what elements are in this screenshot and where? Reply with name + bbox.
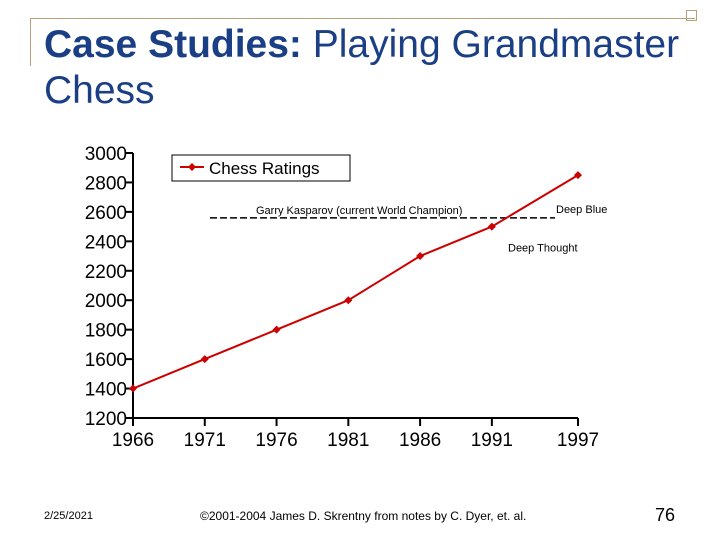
y-tick-label: 1600 [85, 350, 127, 371]
annotations-group: Deep Blue Deep Thought [508, 204, 607, 254]
data-point [129, 384, 137, 393]
footer-copyright: ©2001-2004 James D. Skrentny from notes … [200, 509, 527, 523]
slide-title-bold: Case Studies: [44, 23, 302, 66]
x-tick-label: 1997 [557, 430, 599, 451]
chart-axes: 3000 2800 2600 2400 2200 2000 1800 1600 1400 1200… [85, 144, 599, 451]
y-tick-label: 2800 [85, 173, 127, 194]
annotation-deep-blue: Deep Blue [556, 204, 607, 216]
annotation-deep-thought: Deep Thought [508, 242, 578, 254]
x-tick-label: 1966 [112, 430, 154, 451]
slide-title-rest: Playing Grandmaster Chess [44, 23, 680, 112]
y-tick-label: 1400 [85, 380, 127, 401]
footer-date: 2/25/2021 [44, 510, 93, 522]
y-tick-label: 2200 [85, 262, 127, 283]
y-tick-label: 1800 [85, 321, 127, 342]
slide-title: Case Studies: Playing Grandmaster Chess [44, 22, 704, 114]
corner-square [686, 10, 697, 21]
y-tick-label: 1200 [85, 409, 127, 430]
x-tick-label: 1976 [255, 430, 297, 451]
y-tick-label: 2600 [85, 203, 127, 224]
y-tick-label: 3000 [85, 144, 127, 165]
data-point [574, 171, 582, 180]
y-tick-label: 2400 [85, 232, 127, 253]
reference-line-label: Garry Kasparov (current World Champion) [256, 205, 462, 217]
legend-swatch-marker [188, 163, 196, 171]
title-rule-left [30, 18, 31, 66]
data-point [200, 355, 209, 364]
x-tick-label: 1991 [471, 430, 513, 451]
data-point [416, 252, 425, 261]
x-tick-label: 1981 [327, 430, 369, 451]
data-point [487, 222, 496, 231]
reference-line-group: Garry Kasparov (current World Champion) [210, 205, 555, 219]
series-group [129, 171, 582, 393]
data-point [344, 296, 353, 305]
legend: Chess Ratings [171, 154, 351, 182]
x-tick-label: 1971 [184, 430, 226, 451]
y-tick-label: 2000 [85, 291, 127, 312]
data-point [272, 325, 281, 334]
title-rule-top [30, 18, 695, 19]
page-number: 76 [655, 505, 676, 525]
x-tick-label: 1986 [399, 430, 441, 451]
legend-label: Chess Ratings [209, 159, 320, 178]
